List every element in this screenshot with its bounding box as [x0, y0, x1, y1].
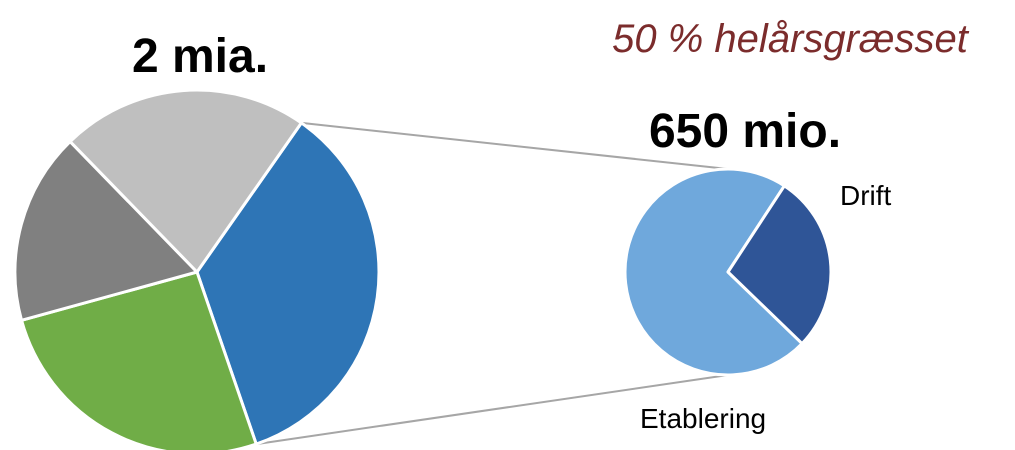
large-pie-slice-2	[13, 140, 199, 322]
large-pie-slice-1	[20, 270, 258, 450]
large-pie-total-label: 2 mia.	[132, 30, 268, 83]
large-pie-slice-0	[195, 121, 381, 446]
large-pie-slice-3	[68, 88, 303, 274]
connector-line-top	[301, 121, 729, 170]
large-pie-chart	[13, 88, 381, 450]
slice-label-etablering: Etablering	[640, 403, 766, 434]
small-pie-slice-0	[623, 167, 804, 377]
connector-lines	[256, 121, 729, 446]
small-pie-total-label: 650 mio.	[649, 105, 841, 158]
connector-line-bottom	[256, 374, 729, 446]
small-pie-chart	[623, 167, 833, 377]
slice-label-drift: Drift	[840, 180, 892, 211]
small-pie-slice-1	[726, 184, 833, 346]
small-pie-subtitle: 50 % helårsgræsset	[612, 17, 970, 61]
